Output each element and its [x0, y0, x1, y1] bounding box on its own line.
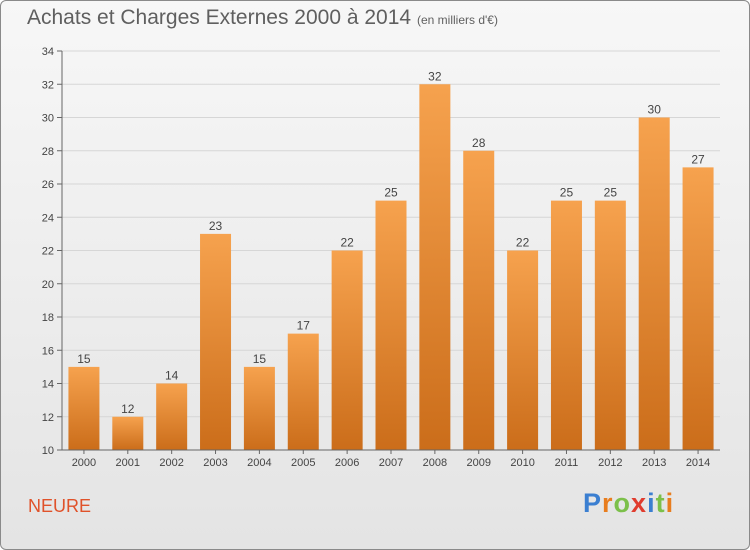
x-tick-label: 2011	[555, 457, 579, 469]
data-label: 15	[77, 352, 91, 366]
x-tick-label: 2001	[116, 457, 140, 469]
data-label: 17	[297, 319, 311, 333]
x-tick-label: 2007	[379, 457, 403, 469]
x-tick-label: 2014	[686, 457, 710, 469]
data-label: 28	[472, 136, 486, 150]
data-label: 22	[516, 236, 530, 250]
bar	[463, 150, 495, 450]
y-tick-label: 34	[42, 46, 54, 58]
x-tick-label: 2000	[72, 457, 96, 469]
bar	[112, 416, 144, 450]
x-tick-label: 2010	[510, 457, 534, 469]
bar	[287, 333, 319, 450]
data-label: 25	[604, 186, 618, 200]
bar	[594, 200, 626, 450]
x-tick-label: 2013	[642, 457, 666, 469]
bar	[375, 200, 407, 450]
data-label: 14	[165, 369, 179, 383]
bar	[419, 84, 451, 450]
logo-letter: i	[665, 488, 675, 518]
logo-letter: t	[655, 488, 666, 518]
data-label: 32	[428, 69, 442, 83]
bar	[243, 366, 275, 450]
data-label: 15	[253, 352, 267, 366]
y-tick-label: 32	[42, 79, 54, 91]
x-tick-label: 2012	[598, 457, 622, 469]
y-tick-label: 28	[42, 146, 54, 158]
data-label: 23	[209, 219, 223, 233]
logo-letter: r	[602, 488, 614, 518]
proxiti-logo: Proxiti	[583, 488, 674, 519]
data-label: 25	[560, 186, 574, 200]
chart-subtitle: (en milliers d'€)	[417, 13, 498, 27]
x-tick-label: 2002	[159, 457, 183, 469]
x-tick-label: 2008	[423, 457, 447, 469]
chart-title: Achats et Charges Externes 2000 à 2014	[27, 6, 412, 29]
x-tick-label: 2003	[203, 457, 227, 469]
bar	[682, 167, 714, 450]
x-tick-label: 2009	[466, 457, 490, 469]
x-tick-label: 2006	[335, 457, 359, 469]
y-tick-label: 26	[42, 179, 54, 191]
bar	[331, 250, 363, 450]
data-label: 27	[691, 152, 705, 166]
logo-letter: i	[647, 488, 656, 518]
x-tick-label: 2004	[247, 457, 271, 469]
bar	[638, 117, 670, 450]
data-label: 25	[384, 186, 398, 200]
y-tick-label: 12	[42, 412, 54, 424]
logo-letter: P	[583, 488, 603, 518]
bar	[156, 383, 188, 450]
bar	[68, 366, 100, 450]
y-tick-label: 30	[42, 113, 54, 125]
logo-letter: o	[613, 488, 632, 518]
y-tick-label: 22	[42, 246, 54, 258]
logo-letter: x	[631, 488, 648, 518]
y-tick-label: 24	[42, 212, 54, 224]
y-tick-label: 14	[42, 379, 54, 391]
data-label: 30	[648, 103, 662, 117]
bar	[550, 200, 582, 450]
y-tick-label: 10	[42, 445, 54, 457]
commune-name: NEURE	[28, 496, 92, 516]
bar	[507, 250, 539, 450]
y-tick-label: 16	[42, 345, 54, 357]
y-tick-label: 18	[42, 312, 54, 324]
x-tick-label: 2005	[291, 457, 315, 469]
bar	[200, 233, 232, 450]
y-tick-label: 20	[42, 279, 54, 291]
data-label: 22	[340, 236, 354, 250]
data-label: 12	[121, 402, 135, 416]
